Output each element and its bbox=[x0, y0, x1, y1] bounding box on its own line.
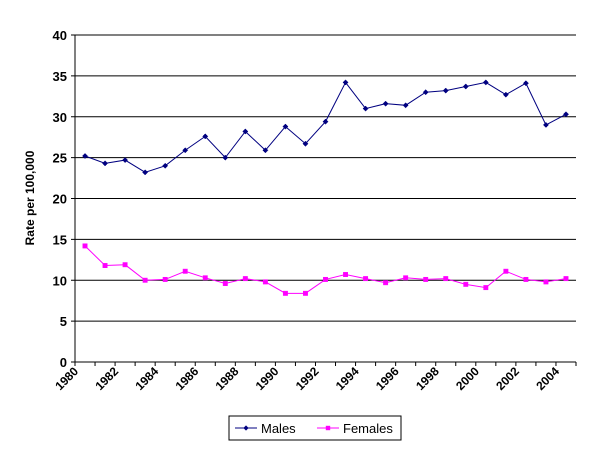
y-tick-labels: 0 5 10 15 20 25 30 35 40 bbox=[53, 28, 67, 370]
legend-marker bbox=[325, 425, 331, 431]
data-point bbox=[543, 279, 549, 285]
data-point bbox=[343, 272, 348, 277]
data-point bbox=[383, 280, 389, 286]
data-point bbox=[182, 147, 189, 154]
series-females bbox=[82, 243, 569, 296]
y-tick-label: 5 bbox=[60, 314, 67, 329]
data-point bbox=[523, 276, 529, 282]
x-tick-label: 1998 bbox=[413, 364, 442, 393]
data-point bbox=[242, 276, 248, 282]
data-point bbox=[202, 275, 208, 281]
data-point bbox=[282, 290, 288, 296]
data-point bbox=[363, 276, 369, 282]
legend-label: Males bbox=[261, 421, 296, 436]
data-point bbox=[142, 277, 148, 283]
x-tick-label: 2002 bbox=[493, 364, 522, 393]
x-tick-label: 1996 bbox=[373, 364, 402, 393]
y-tick-label: 20 bbox=[53, 192, 67, 207]
x-tick-labels: 1980 1982 1984 1986 1988 1990 1992 1994 1996 1998… bbox=[52, 364, 562, 393]
data-point bbox=[323, 276, 328, 282]
data-point bbox=[522, 80, 529, 87]
data-point bbox=[503, 268, 509, 274]
data-point bbox=[502, 91, 509, 98]
y-tick-label: 25 bbox=[53, 151, 67, 166]
data-point bbox=[382, 100, 389, 107]
data-point bbox=[563, 111, 569, 118]
y-tick-label: 15 bbox=[53, 232, 67, 247]
x-tick-label: 1986 bbox=[173, 364, 202, 393]
data-point bbox=[542, 121, 549, 128]
data-point bbox=[102, 263, 108, 268]
x-tick-label: 1984 bbox=[132, 364, 161, 393]
legend-box bbox=[228, 415, 402, 441]
data-point bbox=[222, 154, 229, 161]
data-point bbox=[162, 162, 169, 169]
data-point bbox=[423, 276, 429, 282]
x-tick-label: 2000 bbox=[453, 364, 482, 393]
data-point bbox=[302, 140, 309, 147]
series bbox=[82, 79, 569, 296]
x-tick-label: 2004 bbox=[533, 364, 562, 393]
y-tick-label: 30 bbox=[53, 110, 67, 125]
data-point bbox=[102, 160, 109, 167]
data-point bbox=[262, 147, 269, 154]
x-tick-label: 1992 bbox=[293, 364, 322, 393]
y-tick-label: 40 bbox=[53, 28, 67, 43]
data-point bbox=[563, 276, 569, 282]
data-point bbox=[403, 275, 409, 281]
data-point bbox=[142, 169, 149, 176]
data-point bbox=[82, 243, 88, 249]
x-tick-label: 1988 bbox=[213, 364, 242, 393]
data-point bbox=[122, 157, 129, 164]
data-point bbox=[122, 262, 128, 268]
x-tick-label: 1990 bbox=[253, 364, 282, 393]
x-tick-label: 1982 bbox=[92, 364, 121, 393]
data-point bbox=[402, 102, 409, 109]
y-tick-label: 35 bbox=[53, 69, 67, 84]
data-point bbox=[442, 87, 449, 94]
data-point bbox=[303, 290, 308, 296]
legend-marker bbox=[243, 425, 249, 431]
data-point bbox=[463, 281, 469, 287]
y-tick-label: 0 bbox=[60, 355, 67, 370]
legend: Males Females bbox=[228, 415, 402, 441]
gridlines bbox=[75, 34, 576, 322]
data-point bbox=[222, 281, 228, 286]
series-line bbox=[84, 81, 567, 173]
data-point bbox=[262, 279, 268, 285]
data-point bbox=[182, 268, 188, 274]
data-point bbox=[82, 153, 88, 159]
data-point bbox=[242, 128, 249, 135]
data-point bbox=[162, 276, 168, 282]
data-point bbox=[202, 133, 209, 140]
data-point bbox=[342, 79, 349, 86]
data-point bbox=[482, 79, 489, 86]
legend-item-females: Females bbox=[317, 421, 393, 436]
axes bbox=[71, 34, 577, 366]
legend-item-males: Males bbox=[235, 421, 296, 436]
data-point bbox=[322, 118, 329, 125]
series-males bbox=[82, 79, 569, 176]
series-line bbox=[84, 245, 567, 294]
y-axis-label: Rate per 100,000 bbox=[23, 150, 37, 245]
data-point bbox=[422, 89, 429, 96]
data-point bbox=[362, 105, 369, 112]
data-point bbox=[443, 276, 449, 282]
y-tick-label: 10 bbox=[53, 273, 67, 288]
data-point bbox=[462, 83, 469, 90]
x-tick-label: 1980 bbox=[52, 364, 81, 393]
x-tick-label: 1994 bbox=[333, 364, 362, 393]
data-point bbox=[483, 285, 489, 291]
data-point bbox=[282, 123, 289, 130]
legend-label: Females bbox=[343, 421, 393, 436]
